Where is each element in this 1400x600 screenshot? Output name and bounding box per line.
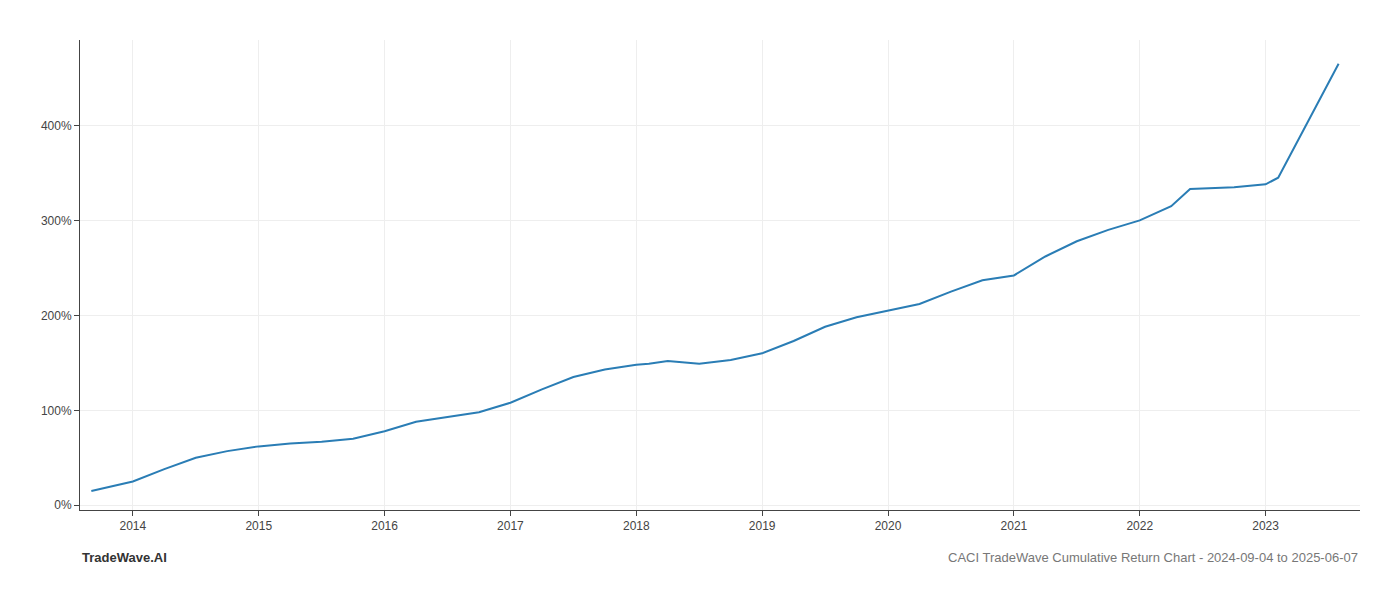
- svg-text:300%: 300%: [41, 214, 72, 228]
- svg-text:0%: 0%: [54, 498, 72, 512]
- svg-text:2018: 2018: [623, 519, 650, 533]
- svg-text:400%: 400%: [41, 119, 72, 133]
- svg-text:2020: 2020: [875, 519, 902, 533]
- svg-text:CACI TradeWave Cumulative Retu: CACI TradeWave Cumulative Return Chart -…: [948, 550, 1358, 565]
- svg-text:2015: 2015: [245, 519, 272, 533]
- svg-text:TradeWave.AI: TradeWave.AI: [82, 550, 167, 565]
- svg-text:2021: 2021: [1001, 519, 1028, 533]
- svg-text:200%: 200%: [41, 309, 72, 323]
- svg-text:2014: 2014: [120, 519, 147, 533]
- svg-text:2019: 2019: [749, 519, 776, 533]
- svg-text:100%: 100%: [41, 404, 72, 418]
- svg-text:2017: 2017: [497, 519, 524, 533]
- svg-text:2023: 2023: [1252, 519, 1279, 533]
- svg-text:2016: 2016: [371, 519, 398, 533]
- svg-text:2022: 2022: [1126, 519, 1153, 533]
